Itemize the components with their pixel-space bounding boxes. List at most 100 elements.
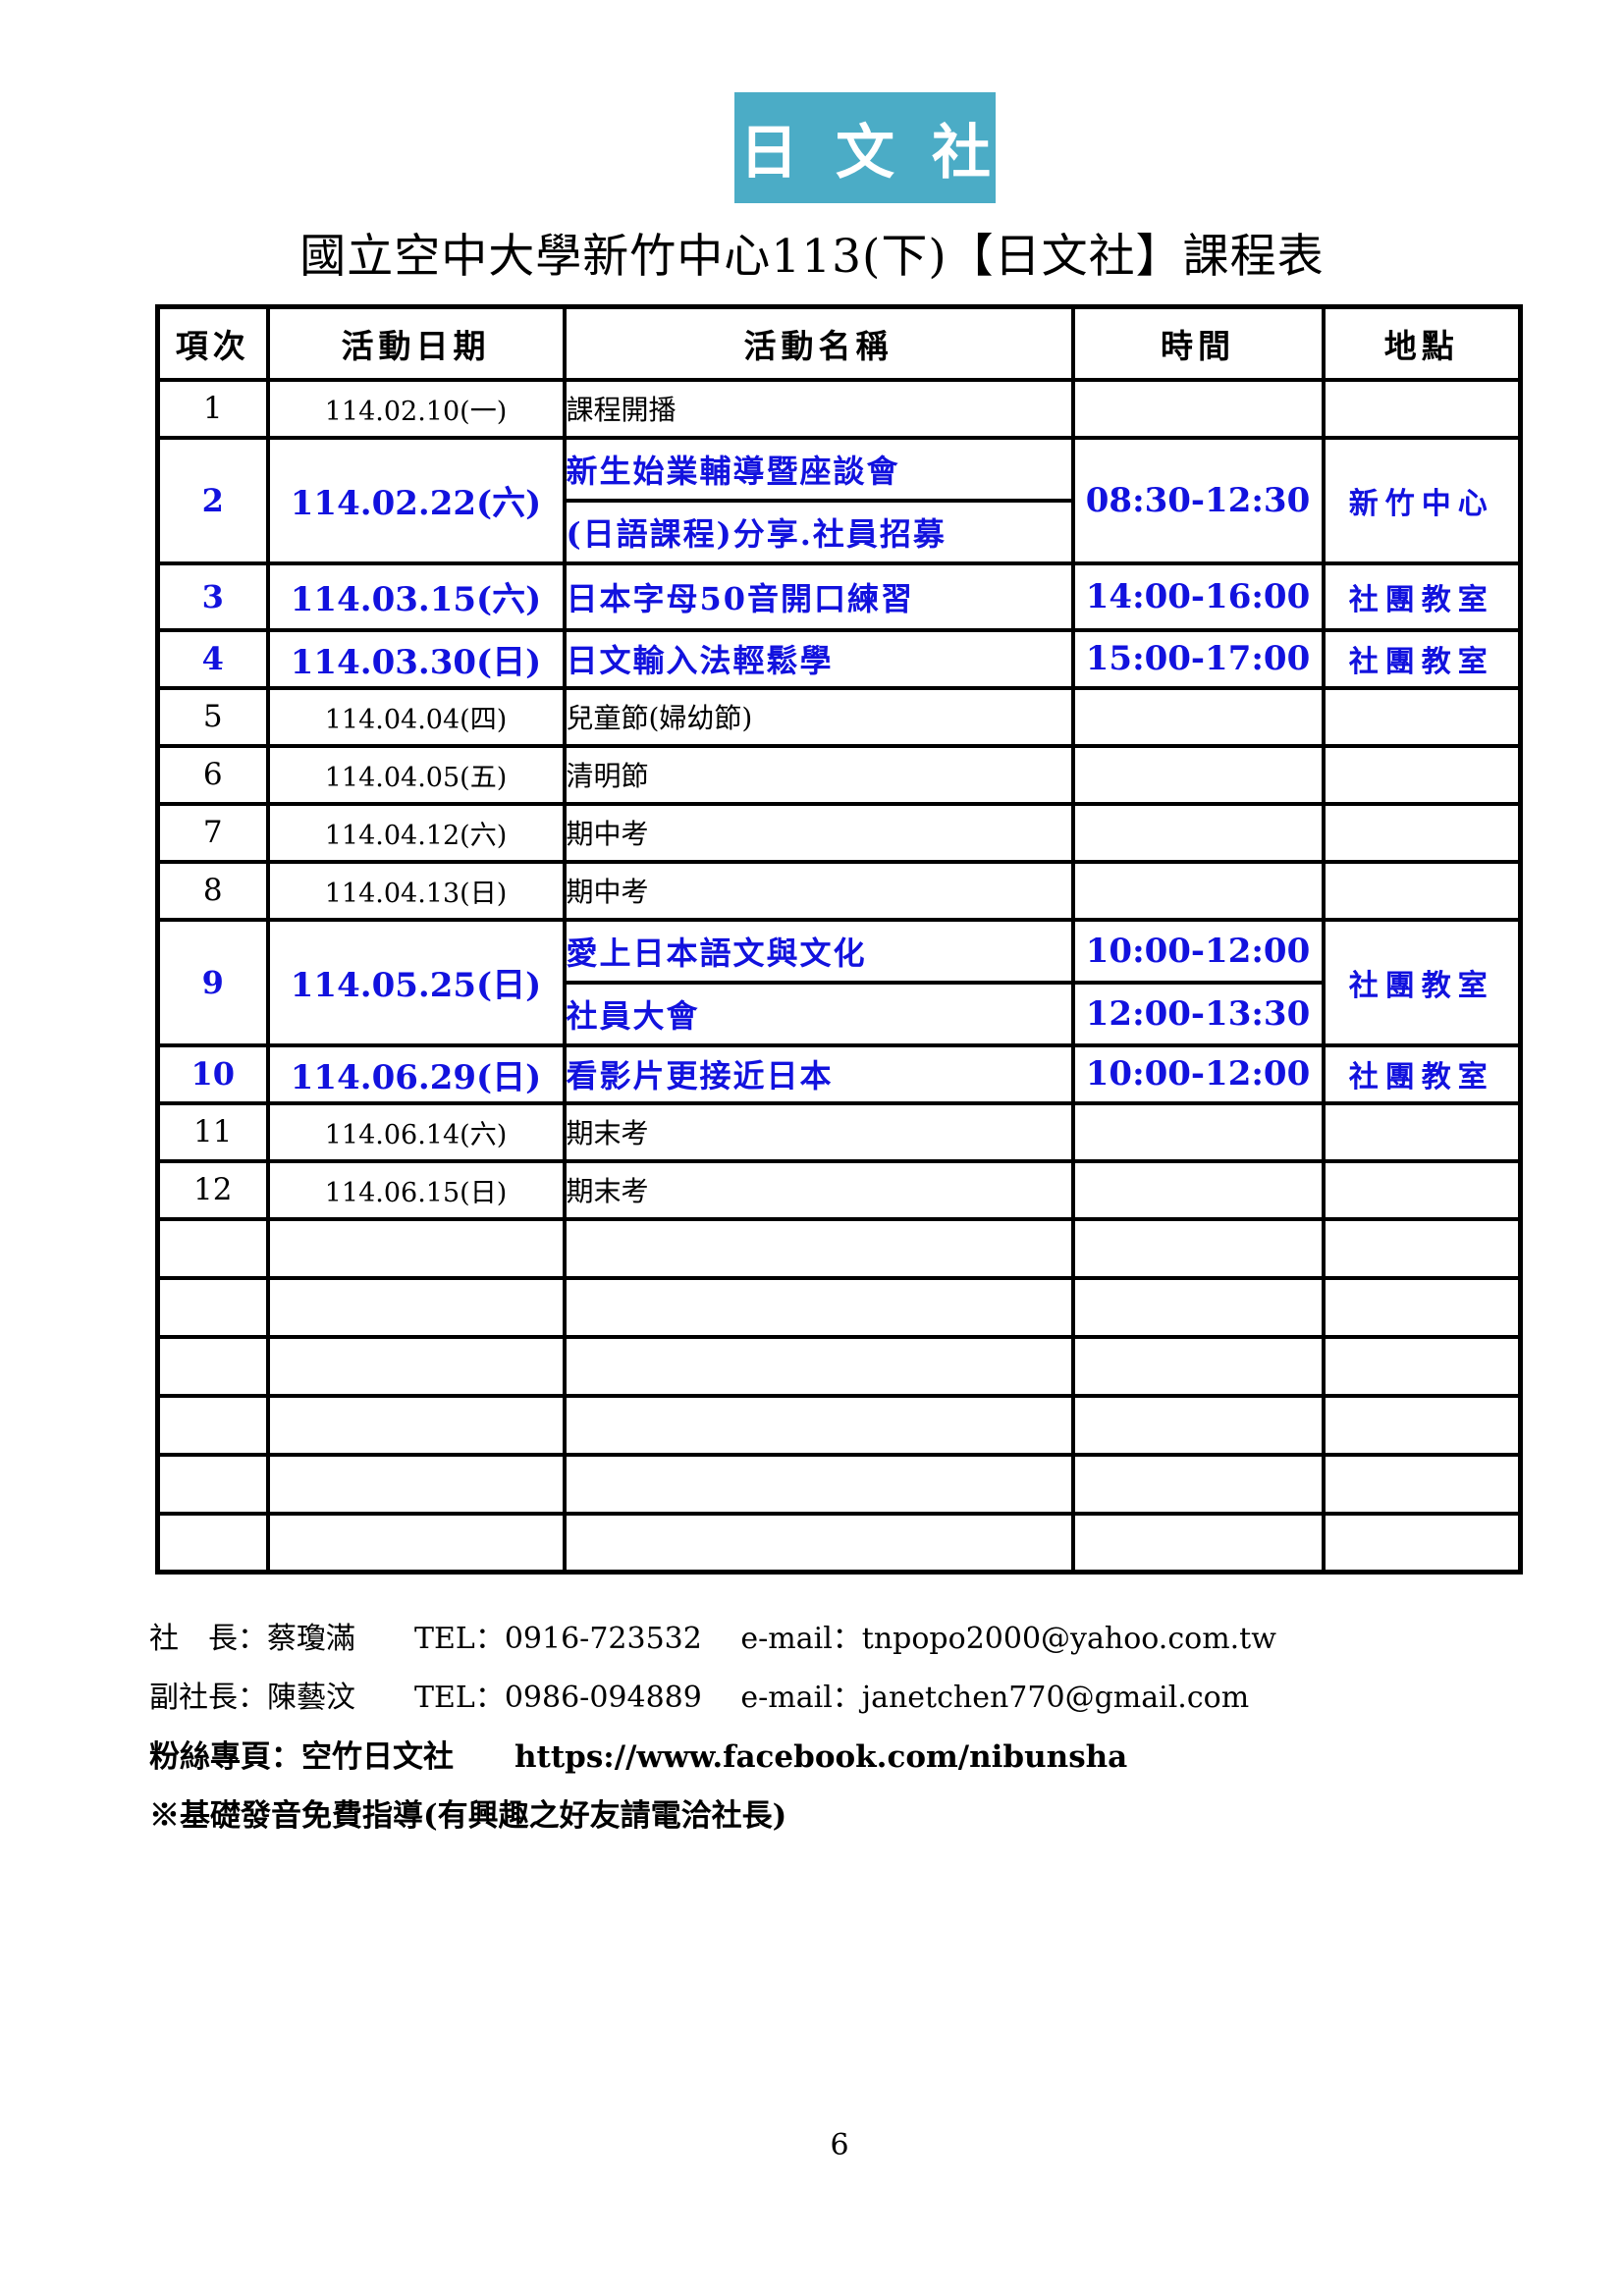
cell-time bbox=[1070, 859, 1326, 922]
cell-index: 12 bbox=[155, 1158, 270, 1221]
cell-empty bbox=[1321, 1334, 1523, 1398]
table-row: 12 114.06.15(日) 期末考 bbox=[155, 1158, 1523, 1221]
cell-empty bbox=[562, 1334, 1075, 1398]
cell-location: 社團教室 bbox=[1321, 561, 1523, 632]
cell-date: 114.06.15(日) bbox=[265, 1158, 567, 1221]
cell-date: 114.04.12(六) bbox=[265, 801, 567, 864]
cell-index: 1 bbox=[155, 377, 270, 440]
cell-empty bbox=[265, 1216, 567, 1280]
cell-index: 5 bbox=[155, 685, 270, 748]
cell-activity: 兒童節(婦幼節) bbox=[562, 685, 1075, 748]
cell-time bbox=[1070, 801, 1326, 864]
cell-activity: 社員大會 bbox=[562, 980, 1075, 1047]
cell-date: 114.06.29(日) bbox=[265, 1042, 567, 1105]
cell-empty bbox=[562, 1511, 1075, 1575]
cell-time bbox=[1070, 377, 1326, 440]
president-contact-line: 社 長：蔡瓊滿 TEL：0916-723532 e-mail：tnpopo200… bbox=[149, 1622, 1276, 1656]
cell-index: 10 bbox=[155, 1042, 270, 1105]
table-row-empty bbox=[155, 1275, 1523, 1339]
cell-location: 社團教室 bbox=[1321, 917, 1523, 1047]
cell-location bbox=[1321, 685, 1523, 748]
cell-empty bbox=[1321, 1275, 1523, 1339]
cell-index: 2 bbox=[155, 435, 270, 565]
table-row-empty bbox=[155, 1334, 1523, 1398]
cell-time: 15:00-17:00 bbox=[1070, 627, 1326, 690]
cell-time bbox=[1070, 743, 1326, 806]
cell-empty bbox=[1070, 1275, 1326, 1339]
cell-date: 114.02.10(一) bbox=[265, 377, 567, 440]
cell-empty bbox=[1321, 1393, 1523, 1457]
cell-activity: 新生始業輔導暨座談會 bbox=[562, 435, 1075, 503]
cell-activity: (日語課程)分享.社員招募 bbox=[562, 498, 1075, 565]
cell-empty bbox=[1321, 1511, 1523, 1575]
cell-activity: 看影片更接近日本 bbox=[562, 1042, 1075, 1105]
cell-empty bbox=[562, 1216, 1075, 1280]
col-header-date: 活動日期 bbox=[265, 304, 567, 382]
cell-index: 7 bbox=[155, 801, 270, 864]
cell-index: 11 bbox=[155, 1100, 270, 1163]
cell-empty bbox=[155, 1275, 270, 1339]
cell-empty bbox=[155, 1452, 270, 1516]
cell-empty bbox=[562, 1393, 1075, 1457]
cell-empty bbox=[265, 1275, 567, 1339]
contact-footer: 社 長：蔡瓊滿 TEL：0916-723532 e-mail：tnpopo200… bbox=[149, 1610, 1504, 1845]
cell-location: 社團教室 bbox=[1321, 627, 1523, 690]
cell-empty bbox=[1070, 1452, 1326, 1516]
cell-activity: 期中考 bbox=[562, 801, 1075, 864]
club-logo-text: 日文社 bbox=[739, 119, 1028, 187]
cell-time: 10:00-12:00 bbox=[1070, 917, 1326, 985]
cell-empty bbox=[1070, 1511, 1326, 1575]
cell-empty bbox=[155, 1511, 270, 1575]
col-header-location: 地點 bbox=[1321, 304, 1523, 382]
cell-empty bbox=[265, 1511, 567, 1575]
table-row: 10 114.06.29(日) 看影片更接近日本 10:00-12:00 社團教… bbox=[155, 1042, 1523, 1105]
cell-activity: 課程開播 bbox=[562, 377, 1075, 440]
cell-index: 3 bbox=[155, 561, 270, 632]
cell-activity: 期末考 bbox=[562, 1100, 1075, 1163]
cell-time: 14:00-16:00 bbox=[1070, 561, 1326, 632]
free-tutoring-note: ※基礎發音免費指導(有興趣之好友請電洽社長) bbox=[149, 1798, 787, 1834]
cell-empty bbox=[1070, 1216, 1326, 1280]
cell-location bbox=[1321, 801, 1523, 864]
cell-empty bbox=[155, 1216, 270, 1280]
table-row: 7 114.04.12(六) 期中考 bbox=[155, 801, 1523, 864]
cell-date: 114.02.22(六) bbox=[265, 435, 567, 565]
cell-activity: 期末考 bbox=[562, 1158, 1075, 1221]
club-logo-badge: 日文社 bbox=[734, 92, 996, 203]
col-header-index: 項次 bbox=[155, 304, 270, 382]
cell-index: 4 bbox=[155, 627, 270, 690]
cell-empty bbox=[265, 1334, 567, 1398]
cell-location: 新竹中心 bbox=[1321, 435, 1523, 565]
table-row: 9 114.05.25(日) 愛上日本語文與文化 10:00-12:00 社團教… bbox=[155, 917, 1523, 1047]
cell-activity: 期中考 bbox=[562, 859, 1075, 922]
table-row-empty bbox=[155, 1216, 1523, 1280]
cell-empty bbox=[562, 1275, 1075, 1339]
cell-location bbox=[1321, 743, 1523, 806]
table-row: 6 114.04.05(五) 清明節 bbox=[155, 743, 1523, 806]
cell-date: 114.04.05(五) bbox=[265, 743, 567, 806]
fan-page-line: 粉絲專頁：空竹日文社 https://www.facebook.com/nibu… bbox=[149, 1739, 1128, 1775]
table-row: 5 114.04.04(四) 兒童節(婦幼節) bbox=[155, 685, 1523, 748]
cell-empty bbox=[562, 1452, 1075, 1516]
page-number: 6 bbox=[830, 2128, 849, 2163]
col-header-time: 時間 bbox=[1070, 304, 1326, 382]
table-subrow: (日語課程)分享.社員招募 bbox=[158, 498, 1521, 565]
page-title: 國立空中大學新竹中心113(下)【日文社】課程表 bbox=[299, 230, 1325, 284]
col-header-activity: 活動名稱 bbox=[562, 304, 1075, 382]
cell-time bbox=[1070, 1158, 1326, 1221]
table-row: 11 114.06.14(六) 期末考 bbox=[155, 1100, 1523, 1163]
cell-date: 114.05.25(日) bbox=[265, 917, 567, 1047]
cell-empty bbox=[1321, 1452, 1523, 1516]
cell-date: 114.04.04(四) bbox=[265, 685, 567, 748]
table-row-empty bbox=[155, 1511, 1523, 1575]
cell-time bbox=[1070, 685, 1326, 748]
cell-index: 8 bbox=[155, 859, 270, 922]
table-row-empty bbox=[155, 1452, 1523, 1516]
cell-activity: 清明節 bbox=[562, 743, 1075, 806]
table-row: 2 114.02.22(六) 新生始業輔導暨座談會 08:30-12:30 新竹… bbox=[155, 435, 1523, 565]
cell-empty bbox=[155, 1393, 270, 1457]
cell-location bbox=[1321, 859, 1523, 922]
cell-empty bbox=[265, 1393, 567, 1457]
cell-empty bbox=[1321, 1216, 1523, 1280]
